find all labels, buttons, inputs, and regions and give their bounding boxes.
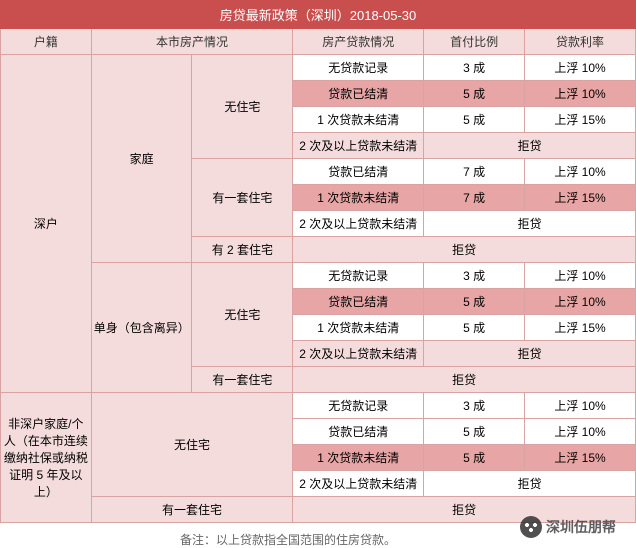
- cell-down: 5 成: [424, 107, 525, 133]
- cell-down: 5 成: [424, 315, 525, 341]
- cell-loan: 2 次及以上贷款未结清: [293, 471, 424, 497]
- cell-loan: 贷款已结清: [293, 81, 424, 107]
- cell-rate: 上浮 15%: [525, 445, 636, 471]
- cell-rate: 上浮 10%: [525, 393, 636, 419]
- wechat-icon: [520, 516, 542, 538]
- cell-loan: 贷款已结清: [293, 159, 424, 185]
- cell-reject: 拒贷: [424, 133, 636, 159]
- cell-housing-none: 无住宅: [91, 393, 293, 497]
- cell-loan: 无贷款记录: [293, 55, 424, 81]
- cell-reject: 拒贷: [293, 237, 636, 263]
- cell-rate: 上浮 10%: [525, 263, 636, 289]
- cell-loan: 1 次贷款未结清: [293, 185, 424, 211]
- cell-housing-none: 无住宅: [192, 55, 293, 159]
- cell-housing-one: 有一套住宅: [192, 159, 293, 237]
- watermark: 深圳伍朋帮: [520, 516, 616, 538]
- cell-rate: 上浮 15%: [525, 185, 636, 211]
- table-row: 非深户家庭/个人（在本市连续缴纳社保或纳税证明 5 年及以上） 无住宅 无贷款记…: [1, 393, 636, 419]
- cell-reject: 拒贷: [424, 341, 636, 367]
- cell-down: 3 成: [424, 55, 525, 81]
- cell-rate: 上浮 10%: [525, 289, 636, 315]
- cell-jiating: 家庭: [91, 55, 192, 263]
- cell-housing-none: 无住宅: [192, 263, 293, 367]
- cell-loan: 无贷款记录: [293, 263, 424, 289]
- cell-loan: 2 次及以上贷款未结清: [293, 133, 424, 159]
- cell-down: 3 成: [424, 263, 525, 289]
- cell-down: 5 成: [424, 289, 525, 315]
- cell-housing-two: 有 2 套住宅: [192, 237, 293, 263]
- cell-loan: 2 次及以上贷款未结清: [293, 341, 424, 367]
- cell-danshen: 单身（包含离异）: [91, 263, 192, 393]
- cell-rate: 上浮 15%: [525, 107, 636, 133]
- cell-down: 7 成: [424, 159, 525, 185]
- col-hukou: 户籍: [1, 29, 92, 55]
- cell-loan: 无贷款记录: [293, 393, 424, 419]
- watermark-text: 深圳伍朋帮: [546, 517, 616, 537]
- cell-rate: 上浮 10%: [525, 81, 636, 107]
- cell-loan: 1 次贷款未结清: [293, 315, 424, 341]
- cell-rate: 上浮 15%: [525, 315, 636, 341]
- cell-hukou-shenhu: 深户: [1, 55, 92, 393]
- cell-down: 5 成: [424, 81, 525, 107]
- cell-rate: 上浮 10%: [525, 159, 636, 185]
- cell-down: 3 成: [424, 393, 525, 419]
- col-rate: 贷款利率: [525, 29, 636, 55]
- table-row: 深户 家庭 无住宅 无贷款记录 3 成 上浮 10%: [1, 55, 636, 81]
- cell-loan: 贷款已结清: [293, 289, 424, 315]
- col-down: 首付比例: [424, 29, 525, 55]
- cell-down: 7 成: [424, 185, 525, 211]
- cell-hukou-feishenhu: 非深户家庭/个人（在本市连续缴纳社保或纳税证明 5 年及以上）: [1, 393, 92, 523]
- cell-reject: 拒贷: [293, 367, 636, 393]
- cell-down: 5 成: [424, 419, 525, 445]
- header-row: 户籍 本市房产情况 房产贷款情况 首付比例 贷款利率: [1, 29, 636, 55]
- table-row: 单身（包含离异） 无住宅 无贷款记录 3 成 上浮 10%: [1, 263, 636, 289]
- table-title: 房贷最新政策（深圳）2018-05-30: [1, 1, 636, 29]
- cell-loan: 2 次及以上贷款未结清: [293, 211, 424, 237]
- cell-reject: 拒贷: [424, 471, 636, 497]
- cell-rate: 上浮 10%: [525, 419, 636, 445]
- col-housing: 本市房产情况: [91, 29, 293, 55]
- cell-housing-one: 有一套住宅: [192, 367, 293, 393]
- cell-loan: 1 次贷款未结清: [293, 107, 424, 133]
- cell-rate: 上浮 10%: [525, 55, 636, 81]
- cell-down: 5 成: [424, 445, 525, 471]
- col-loan: 房产贷款情况: [293, 29, 424, 55]
- policy-table: 房贷最新政策（深圳）2018-05-30 户籍 本市房产情况 房产贷款情况 首付…: [0, 0, 636, 523]
- title-row: 房贷最新政策（深圳）2018-05-30: [1, 1, 636, 29]
- cell-loan: 1 次贷款未结清: [293, 445, 424, 471]
- cell-reject: 拒贷: [424, 211, 636, 237]
- cell-loan: 贷款已结清: [293, 419, 424, 445]
- cell-housing-one: 有一套住宅: [91, 497, 293, 523]
